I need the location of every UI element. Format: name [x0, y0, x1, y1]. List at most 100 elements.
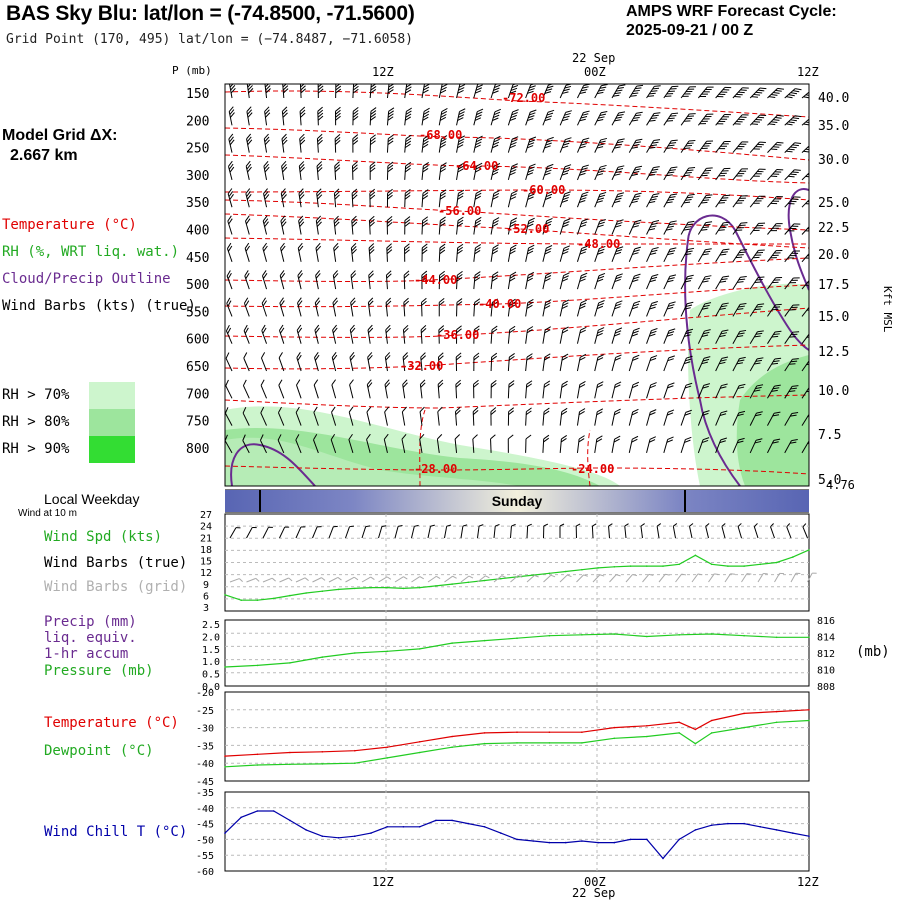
wind-speed-line-point — [224, 594, 226, 596]
isotherm — [225, 189, 809, 201]
wind-barb-grid — [246, 577, 260, 583]
sounding-wind-barb — [594, 218, 606, 235]
sounding-wind-barb — [438, 84, 449, 99]
forecast-cycle-heading: AMPS WRF Forecast Cycle: — [626, 3, 837, 20]
y-tick-label: -45 — [196, 820, 214, 831]
y-tick-label: -30 — [196, 724, 214, 735]
sounding-wind-barb — [767, 330, 782, 344]
sounding-wind-barb — [281, 161, 288, 180]
sounding-wind-barb — [225, 324, 233, 344]
sounding-wind-barb — [421, 107, 430, 126]
sounding-wind-barb — [646, 409, 657, 426]
cloud-outline — [687, 214, 809, 351]
weekday-heading: Local Weekday — [44, 491, 140, 507]
pressure-line-point — [386, 650, 389, 653]
sounding-wind-barb — [438, 325, 445, 344]
sounding-wind-barb — [507, 190, 518, 208]
sounding-wind-barb — [628, 435, 639, 454]
sounding-wind-barb — [732, 383, 746, 399]
sounding-wind-barb — [404, 107, 413, 126]
sounding-wind-barb — [715, 86, 732, 99]
sounding-wind-barb — [646, 436, 656, 454]
sounding-wind-barb — [350, 297, 356, 317]
sounding-wind-barb — [594, 110, 608, 126]
sounding-wind-barb — [628, 327, 640, 344]
sounding-wind-barb — [403, 297, 410, 317]
sounding-wind-barb — [577, 84, 591, 99]
sounding-wind-barb — [732, 356, 746, 372]
sounding-wind-barb — [767, 303, 782, 317]
wind-chill-line-point — [694, 829, 697, 831]
sounding-wind-barb — [559, 272, 570, 290]
sounding-wind-barb — [507, 407, 515, 426]
sounding-wind-barb — [281, 106, 288, 126]
wind-barb-true — [640, 523, 645, 539]
wind-barb-true — [427, 524, 435, 539]
sounding-wind-barb — [404, 161, 412, 180]
sounding-wind-barb — [542, 190, 554, 208]
pressure-axis-title: P (mb) — [172, 64, 212, 77]
pressure-line-point — [224, 666, 226, 668]
sounding-wind-barb — [784, 88, 802, 99]
wind-panel-frame — [224, 513, 810, 612]
wind-speed-line-point — [727, 565, 729, 567]
sounding-wind-barb — [490, 163, 501, 181]
sounding-wind-barb — [454, 406, 461, 426]
sounding-wind-barb — [333, 242, 339, 262]
pressure-line-point — [743, 634, 745, 637]
wind-speed-line-point — [354, 587, 356, 590]
sounding-wind-barb — [611, 273, 623, 290]
sounding-wind-barb — [228, 106, 235, 126]
sounding-wind-barb — [663, 166, 678, 181]
y-tick-label: 12 — [200, 568, 212, 579]
pressure-line-point — [289, 662, 291, 664]
sounding-wind-barb — [611, 327, 623, 344]
sounding-wind-barb — [697, 383, 711, 399]
wind-speed-line-point — [629, 565, 632, 567]
sounding-wind-barb — [749, 249, 765, 263]
sounding-wind-barb — [594, 408, 604, 426]
grid-point-label: Grid Point (170, 495) lat/lon = (−74.848… — [6, 32, 413, 47]
wind-barbs-true-label: Wind Barbs (true) — [44, 555, 188, 571]
pressure-tick-label: 450 — [186, 251, 209, 266]
legend-rh90: RH > 90% — [2, 441, 70, 457]
sounding-wind-barb — [299, 106, 306, 126]
sounding-wind-barb — [542, 299, 552, 317]
sounding-wind-barb — [646, 247, 659, 263]
sounding-wind-barb — [576, 272, 588, 290]
model-grid-value: 2.667 km — [10, 147, 78, 164]
isotherm-label: -56.00 — [438, 204, 481, 218]
sounding-wind-barb — [456, 325, 462, 344]
wind-barb-true — [672, 523, 678, 539]
sounding-wind-barb — [559, 326, 569, 344]
chill-panel-frame — [224, 791, 810, 872]
sounding-wind-barb — [402, 379, 408, 399]
wind-chill-line-point — [272, 810, 275, 812]
dewpoint-line-point — [256, 764, 259, 766]
pressure-line-point — [256, 664, 259, 667]
height-tick-label: 5.0 — [818, 473, 841, 488]
wind-chill-line-point — [321, 835, 324, 837]
sounding-wind-barb — [784, 358, 799, 372]
sounding-wind-barb — [732, 437, 745, 454]
sounding-wind-barb — [242, 407, 250, 426]
sounding-wind-barb — [559, 137, 572, 153]
sounding-wind-barb — [525, 407, 532, 426]
sounding-wind-barb — [473, 84, 484, 99]
wind-barb-grid — [444, 575, 457, 583]
isotherm-label: -24.00 — [571, 462, 614, 476]
wind-chill-line-point — [289, 819, 291, 822]
sounding-wind-barb — [663, 355, 675, 372]
pressure-tick-label: 812 — [817, 649, 835, 660]
sounding-wind-barb — [663, 301, 676, 317]
y-tick-label: 2.0 — [202, 632, 220, 643]
y-tick-label: -20 — [196, 688, 214, 699]
wind-barb-grid — [328, 576, 342, 583]
sounding-wind-barb — [732, 168, 748, 181]
sounding-wind-barb — [559, 218, 571, 235]
sounding-wind-barb — [279, 270, 286, 290]
sounding-wind-barb — [263, 188, 270, 208]
sounding-wind-barb — [455, 379, 462, 399]
sounding-wind-barb — [611, 408, 621, 426]
